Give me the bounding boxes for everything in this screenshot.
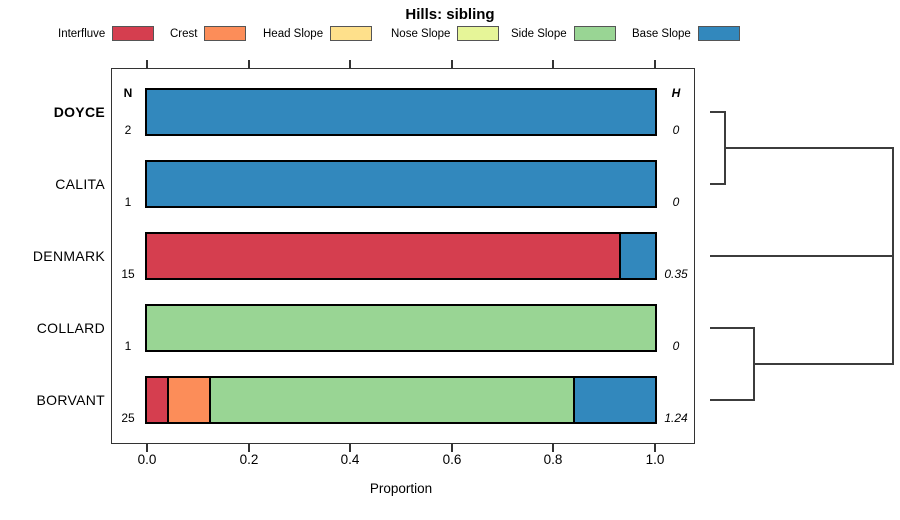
bar-segment-side-slope <box>209 378 573 422</box>
category-label-doyce: DOYCE <box>53 104 105 120</box>
chart-title: Hills: sibling <box>405 6 495 23</box>
bar-segment-interfluve <box>147 234 620 278</box>
legend-item-head-slope: Head Slope <box>263 26 373 41</box>
legend-item-crest: Crest <box>170 26 247 41</box>
bar-segment-base-slope <box>147 90 655 134</box>
legend-label: Nose Slope <box>391 27 451 40</box>
bar-row-collard <box>145 304 657 352</box>
legend-swatch-head-slope <box>330 26 373 41</box>
bar-segment-side-slope <box>147 306 655 350</box>
axis-tick <box>654 60 656 68</box>
legend-label: Interfluve <box>58 27 106 40</box>
axis-tick <box>349 60 351 68</box>
axis-tick <box>146 60 148 68</box>
dendrogram-segment <box>754 363 893 365</box>
x-tick-label: 1.0 <box>645 452 665 467</box>
legend-item-side-slope: Side Slope <box>511 26 616 41</box>
h-value: 0 <box>672 195 680 209</box>
bar-segment-base-slope <box>572 378 655 422</box>
legend-item-interfluve: Interfluve <box>58 26 155 41</box>
bar-row-calita <box>145 160 657 208</box>
n-value: 15 <box>121 267 135 281</box>
axis-tick <box>349 444 351 452</box>
n-value: 1 <box>124 195 132 209</box>
category-label-collard: COLLARD <box>36 320 105 336</box>
dendrogram-segment <box>710 111 726 113</box>
legend-label: Crest <box>170 27 198 40</box>
axis-tick <box>654 444 656 452</box>
h-value: 1.24 <box>664 411 688 425</box>
legend-swatch-base-slope <box>697 26 740 41</box>
category-label-borvant: BORVANT <box>36 392 105 408</box>
axis-tick <box>248 444 250 452</box>
bar-segment-base-slope <box>619 234 655 278</box>
dendrogram-segment <box>725 147 893 149</box>
dendrogram-segment <box>710 327 755 329</box>
h-value: 0.35 <box>664 267 688 281</box>
legend-label: Side Slope <box>511 27 567 40</box>
bar-segment-crest <box>167 378 210 422</box>
legend-item-nose-slope: Nose Slope <box>391 26 500 41</box>
axis-tick <box>451 60 453 68</box>
axis-tick <box>552 444 554 452</box>
dendrogram-segment <box>710 255 893 257</box>
x-tick-label: 0.6 <box>442 452 462 467</box>
legend-swatch-crest <box>204 26 247 41</box>
legend-swatch-interfluve <box>112 26 155 41</box>
n-value: 25 <box>121 411 135 425</box>
category-label-denmark: DENMARK <box>32 248 105 264</box>
dendrogram-segment <box>710 399 755 401</box>
axis-tick <box>146 444 148 452</box>
legend-item-base-slope: Base Slope <box>632 26 740 41</box>
bar-segment-interfluve <box>147 378 168 422</box>
dendrogram-segment <box>892 147 894 365</box>
axis-tick <box>451 444 453 452</box>
axis-tick <box>552 60 554 68</box>
h-column-header: H <box>671 86 681 100</box>
bar-row-doyce <box>145 88 657 136</box>
bar-row-denmark <box>145 232 657 280</box>
n-value: 2 <box>124 123 132 137</box>
h-value: 0 <box>672 339 680 353</box>
category-label-calita: CALITA <box>55 176 105 192</box>
h-value: 0 <box>672 123 680 137</box>
legend-label: Head Slope <box>263 27 324 40</box>
x-tick-label: 0.8 <box>543 452 563 467</box>
legend-swatch-side-slope <box>573 26 616 41</box>
bar-row-borvant <box>145 376 657 424</box>
bar-segment-base-slope <box>147 162 655 206</box>
x-axis-label: Proportion <box>369 481 433 496</box>
axis-tick <box>248 60 250 68</box>
legend-label: Base Slope <box>632 27 691 40</box>
x-tick-label: 0.0 <box>137 452 157 467</box>
n-value: 1 <box>124 339 132 353</box>
x-tick-label: 0.4 <box>340 452 360 467</box>
n-column-header: N <box>123 86 133 100</box>
x-tick-label: 0.2 <box>239 452 259 467</box>
dendrogram-segment <box>710 183 726 185</box>
legend-swatch-nose-slope <box>457 26 500 41</box>
